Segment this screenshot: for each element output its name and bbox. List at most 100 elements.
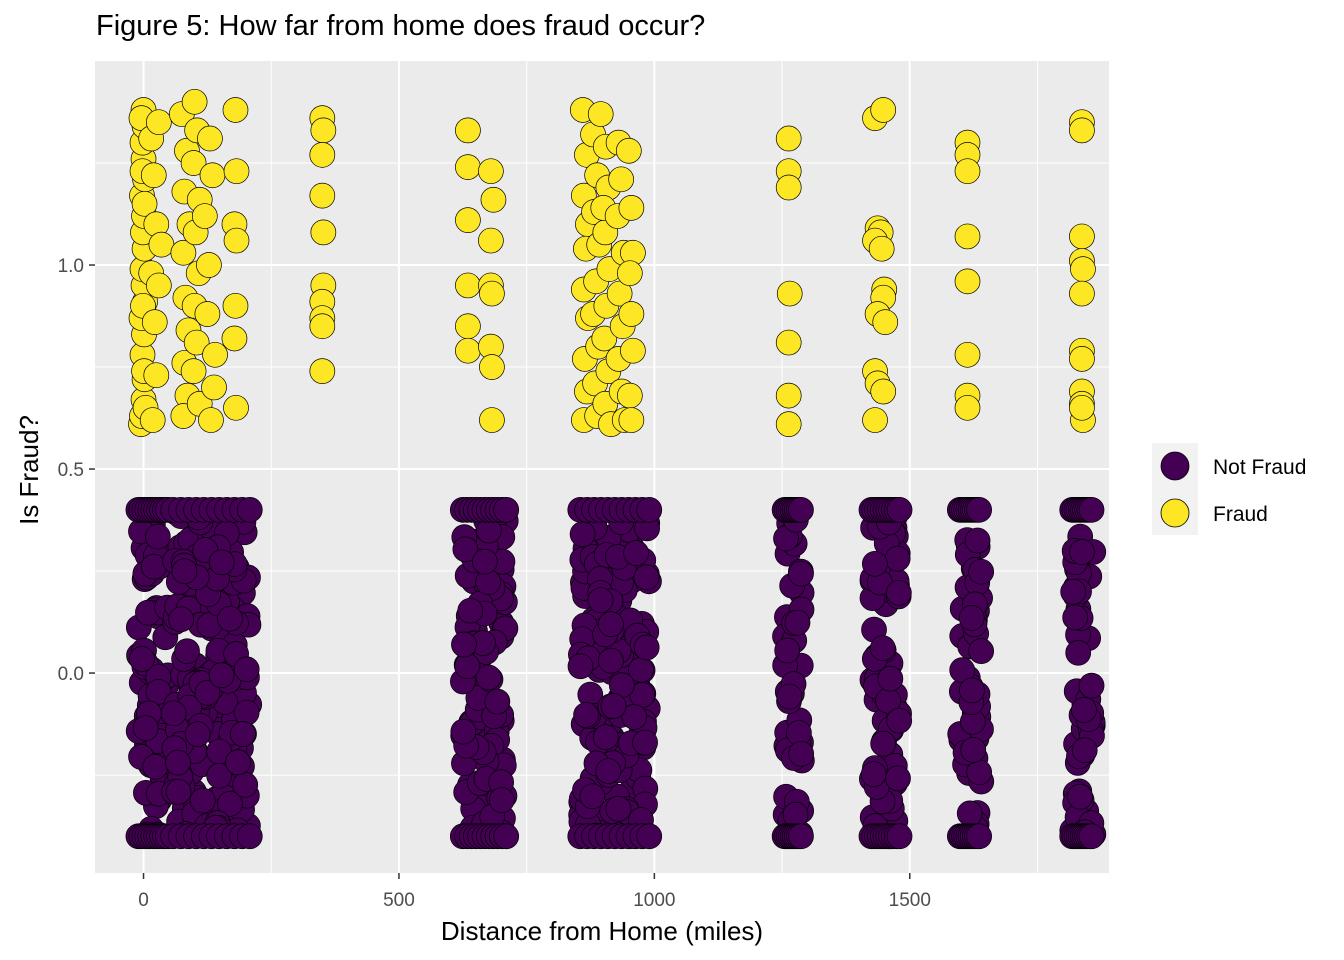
not-fraud-point: [493, 823, 520, 850]
x-tick-label: 500: [383, 890, 415, 911]
fraud-point: [202, 341, 228, 368]
fraud-point: [309, 313, 336, 340]
fraud-point: [1069, 223, 1095, 250]
fraud-point: [615, 137, 642, 164]
fraud-point: [479, 280, 505, 307]
fraud-point: [776, 280, 803, 307]
not-fraud-point: [966, 496, 992, 523]
not-fraud-point: [956, 800, 983, 827]
not-fraud-point: [573, 702, 599, 728]
not-fraud-point: [861, 550, 888, 577]
not-fraud-point: [132, 715, 159, 741]
not-fraud-point: [598, 611, 624, 637]
not-fraud-point: [230, 721, 256, 747]
not-fraud-point: [960, 737, 987, 763]
fraud-point: [455, 207, 481, 233]
not-fraud-point: [160, 700, 187, 727]
not-fraud-point: [1071, 697, 1097, 723]
not-fraud-point: [184, 721, 211, 748]
fraud-point: [618, 301, 645, 327]
legend-label: Fraud: [1213, 503, 1268, 526]
not-fraud-point: [886, 707, 913, 734]
fraud-point: [775, 125, 802, 152]
fraud-point: [309, 141, 336, 168]
not-fraud-point: [233, 656, 260, 683]
y-axis: 0.0 0.5 1.0: [58, 256, 95, 685]
fraud-point: [587, 101, 614, 127]
not-fraud-point: [217, 605, 243, 632]
not-fraud-point: [595, 758, 622, 784]
fraud-point: [139, 407, 166, 433]
fraud-point: [223, 158, 250, 185]
fraud-point: [479, 354, 505, 380]
fraud-point: [143, 362, 170, 389]
not-fraud-point: [788, 496, 814, 523]
fraud-points: [128, 88, 1096, 438]
fraud-point: [775, 174, 802, 201]
not-fraud-point: [964, 527, 991, 554]
not-fraud-point: [776, 683, 803, 710]
not-fraud-point: [633, 634, 660, 661]
not-fraud-point: [194, 679, 221, 706]
not-fraud-point: [171, 558, 198, 585]
not-fraud-point: [884, 545, 911, 572]
legend-key-not-fraud: [1160, 451, 1190, 481]
fraud-point: [199, 162, 226, 189]
not-fraud-point: [877, 665, 904, 692]
fraud-point: [954, 223, 981, 250]
not-fraud-point: [142, 753, 169, 780]
legend: Not Fraud Fraud: [1152, 443, 1306, 535]
x-axis-label: Distance from Home (miles): [441, 916, 763, 946]
not-fraud-point: [788, 560, 814, 587]
not-fraud-point: [454, 653, 481, 680]
fraud-point: [310, 219, 337, 246]
x-tick-label: 0: [138, 890, 149, 911]
not-fraud-point: [208, 549, 235, 576]
x-tick-label: 1500: [889, 890, 931, 911]
not-fraud-point: [493, 496, 520, 523]
fraud-point: [131, 190, 158, 217]
not-fraud-point: [958, 605, 985, 631]
fraud-point: [775, 329, 802, 356]
not-fraud-point: [140, 553, 167, 580]
not-fraud-point: [886, 823, 913, 850]
fraud-point: [201, 374, 227, 401]
fraud-point: [620, 337, 646, 364]
y-tick-label: 1.0: [58, 256, 84, 277]
not-fraud-point: [145, 678, 172, 705]
fraud-point: [309, 182, 336, 209]
fraud-point: [775, 382, 802, 409]
fraud-point: [870, 378, 897, 405]
not-fraud-point: [870, 730, 897, 757]
fraud-point: [455, 272, 481, 299]
not-fraud-point: [144, 523, 171, 550]
x-tick-label: 1000: [633, 890, 675, 911]
y-axis-label: Is Fraud?: [14, 415, 44, 525]
chart-title: Figure 5: How far from home does fraud o…: [96, 10, 706, 42]
not-fraud-points: [125, 496, 1107, 850]
not-fraud-point: [1078, 823, 1105, 850]
not-fraud-point: [598, 647, 624, 674]
not-fraud-point: [1069, 539, 1095, 565]
not-fraud-point: [217, 790, 243, 817]
not-fraud-point: [1067, 783, 1093, 810]
fraud-point: [191, 203, 218, 229]
fraud-point: [478, 227, 504, 254]
fraud-point: [141, 309, 168, 335]
not-fraud-point: [232, 771, 259, 798]
legend-key-fraud: [1160, 498, 1190, 528]
not-fraud-point: [450, 718, 477, 745]
not-fraud-point: [968, 638, 995, 664]
fraud-point: [954, 341, 981, 368]
fraud-point: [1069, 117, 1095, 144]
fraud-point: [591, 325, 618, 352]
y-tick-label: 0.5: [58, 460, 84, 481]
not-fraud-point: [788, 740, 815, 767]
y-tick-label: 0.0: [58, 664, 84, 685]
fraud-point: [616, 260, 643, 287]
not-fraud-point: [569, 521, 596, 547]
not-fraud-point: [174, 638, 200, 665]
fraud-point: [194, 301, 221, 327]
fraud-point: [862, 407, 888, 433]
not-fraud-point: [592, 724, 619, 751]
